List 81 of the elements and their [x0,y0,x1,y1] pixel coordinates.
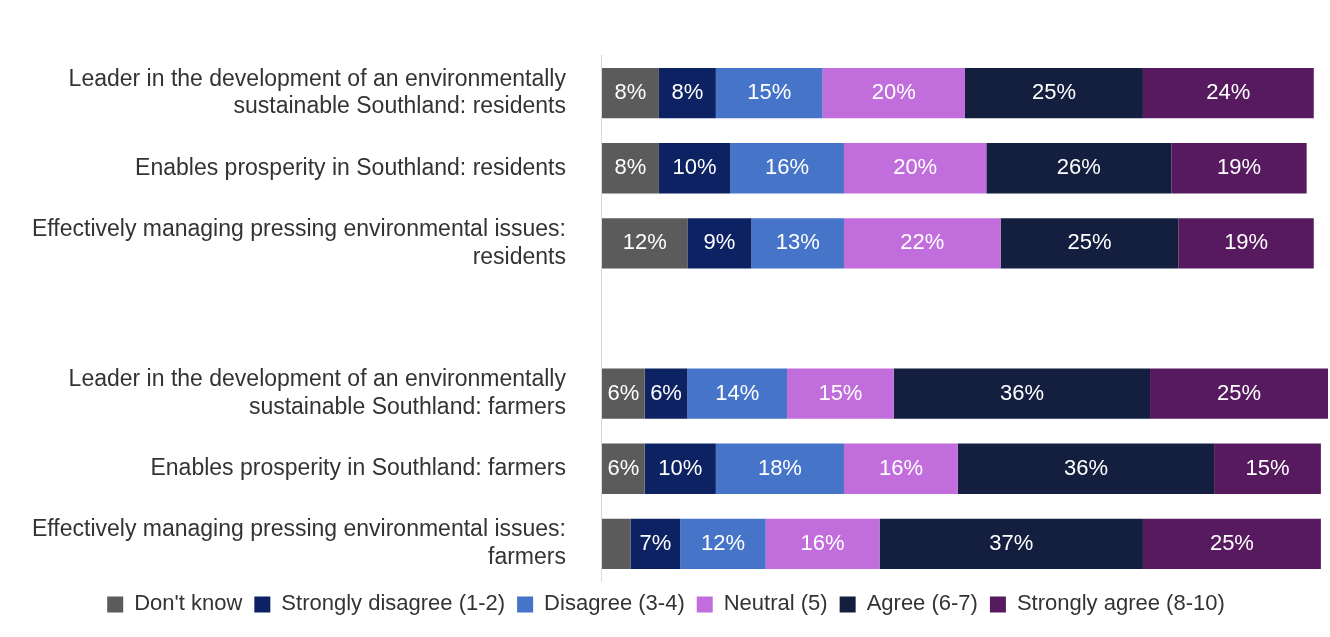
bar [765,518,880,570]
data-label: 25% [1209,529,1254,555]
bar [879,518,1143,570]
data-label: 15% [1245,454,1290,480]
bar [843,143,987,194]
data-label: 36% [999,379,1044,405]
y-tick-label: Leader in the development of an environmentally sustainable Southland: residents [68,64,567,119]
legend-label: Neutral (5) [723,590,828,616]
data-label: 20% [893,154,938,180]
bar [680,518,766,570]
data-label: 13% [775,229,820,255]
bar [893,368,1151,419]
bar [1150,368,1328,419]
bar [787,368,894,419]
bar [1142,518,1321,570]
bar [822,67,965,119]
data-label: 16% [765,154,810,180]
bar [1178,218,1314,269]
data-label: 9% [703,229,736,255]
data-label: 24% [1206,79,1251,105]
bar [687,368,788,419]
bar [1171,143,1307,194]
data-label: 10% [672,154,717,180]
bar [843,443,958,494]
bar [1000,218,1179,269]
legend-label: Disagree (3-4) [544,590,685,616]
y-tick-label: Effectively managing pressing environmental issues: farmers [32,515,566,569]
y-tick-label: Enables prosperity in Southland: farmers [150,454,566,481]
data-label: 16% [878,454,923,480]
bar [715,67,823,119]
bar [630,518,681,570]
data-label: 6% [607,454,640,480]
bar [986,143,1172,194]
bar [1142,67,1314,119]
data-label: 25% [1031,79,1076,105]
bar [730,143,844,194]
bar [1214,443,1321,494]
y-tick-label: Leader in the development of an environmentally sustainable Southland: farmers [68,365,567,419]
data-label: 15% [747,79,792,105]
bar [601,143,659,194]
data-label: 15% [818,379,863,405]
legend-label: Agree (6-7) [866,590,978,616]
data-label: 26% [1056,154,1101,180]
data-label: 16% [800,529,845,555]
bar [601,368,645,419]
bar [957,443,1215,494]
data-label: 19% [1224,229,1269,255]
data-label: 25% [1067,229,1112,255]
data-label: 10% [658,454,703,480]
data-label: 12% [700,529,745,555]
data-label: 14% [715,379,760,405]
bar [601,218,688,269]
legend-label: Strongly agree (8-10) [1016,590,1225,616]
bar [601,67,659,119]
data-label: 8% [614,154,647,180]
bar [658,143,731,194]
bar [601,518,631,570]
data-label: 8% [614,79,647,105]
data-label: 22% [900,229,945,255]
data-label: 6% [650,379,682,405]
data-label: 20% [871,79,916,105]
data-label: 12% [622,229,667,255]
data-label: 18% [757,454,802,480]
bar [843,218,1001,269]
bar [964,67,1143,119]
legend-label: Strongly disagree (1-2) [281,590,506,616]
data-label: 6% [607,379,640,405]
y-tick-label: Effectively managing pressing environmental issues: residents [32,214,566,269]
data-label: 19% [1217,154,1262,180]
legend-label: Don't know [134,590,243,616]
y-tick-label: Enables prosperity in Southland: residents [135,153,566,180]
data-label: 8% [671,79,704,105]
bar [658,67,716,119]
data-label: 36% [1063,454,1109,480]
data-label: 7% [639,529,672,555]
bar [687,218,752,269]
bar [715,443,844,494]
data-label: 25% [1217,379,1262,405]
data-label: 37% [989,529,1034,555]
bar [751,218,844,269]
bar [644,443,716,494]
